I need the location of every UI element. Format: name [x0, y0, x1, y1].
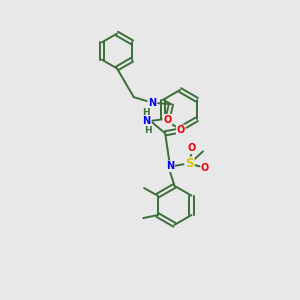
- Text: O: O: [188, 143, 196, 153]
- Text: O: O: [163, 115, 172, 125]
- Text: N: N: [148, 98, 157, 108]
- Text: O: O: [177, 125, 185, 135]
- Text: H: H: [142, 108, 150, 117]
- Text: N: N: [166, 161, 174, 171]
- Text: O: O: [201, 163, 209, 172]
- Text: N: N: [142, 116, 151, 126]
- Text: S: S: [185, 158, 194, 170]
- Text: H: H: [144, 126, 152, 135]
